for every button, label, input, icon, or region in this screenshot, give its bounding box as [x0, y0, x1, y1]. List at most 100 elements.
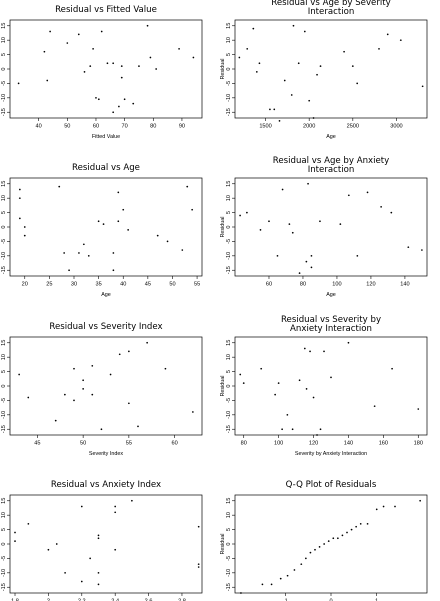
y-tick-label: -15: [226, 583, 232, 591]
data-point: [91, 364, 94, 367]
data-point: [332, 537, 335, 540]
data-point: [347, 194, 350, 197]
data-point: [270, 583, 273, 586]
data-point: [100, 30, 103, 33]
data-point: [178, 47, 180, 50]
data-point: [407, 246, 410, 249]
y-tick-label: 0: [1, 67, 7, 70]
x-tick-label: 140: [344, 441, 353, 447]
x-axis-label: Age: [326, 292, 336, 298]
data-point: [132, 102, 135, 105]
x-tick-label: 55: [126, 441, 132, 447]
data-point: [146, 24, 149, 27]
x-tick-label: 60: [171, 441, 177, 447]
data-point: [18, 188, 21, 191]
data-point: [281, 428, 283, 431]
data-point: [54, 419, 57, 422]
y-tick-label: 10: [1, 354, 7, 360]
data-point: [305, 557, 307, 560]
data-point: [303, 347, 306, 350]
data-point: [382, 505, 385, 508]
data-point: [391, 367, 393, 370]
x-axis-label: Age: [101, 292, 111, 298]
y-tick-label: 0: [226, 542, 232, 545]
y-tick-label: -15: [1, 425, 7, 433]
y-tick-label: 0: [226, 384, 232, 387]
data-point: [337, 537, 339, 540]
y-tick-label: -5: [226, 81, 232, 86]
data-point: [197, 566, 200, 568]
data-point: [312, 396, 315, 399]
data-point: [47, 548, 50, 551]
data-point: [120, 76, 123, 79]
data-point: [314, 548, 316, 551]
data-point: [323, 350, 325, 353]
data-point: [127, 229, 130, 231]
y-tick-label: -10: [226, 411, 232, 419]
data-point: [23, 226, 26, 228]
data-point: [394, 505, 396, 508]
chart-panel-8: Q-Q Plot of Residuals-101-15-10-5051015N…: [220, 480, 428, 601]
y-tick-label: 15: [226, 181, 232, 187]
x-tick-label: 90: [179, 124, 185, 130]
x-tick-label: 50: [169, 282, 175, 288]
data-point: [49, 30, 51, 33]
data-point: [421, 249, 423, 251]
data-point: [112, 111, 115, 114]
data-point: [131, 499, 133, 502]
data-point: [18, 217, 21, 220]
data-point: [89, 65, 92, 67]
data-point: [281, 188, 284, 191]
data-point: [73, 399, 75, 402]
chart-title: Residual vs Severity by Anxiety Interacti…: [281, 315, 381, 334]
data-point: [239, 373, 242, 376]
x-tick-label: 30: [71, 282, 77, 288]
chart-title: Residual vs Severity Index: [49, 322, 162, 332]
data-point: [291, 428, 294, 431]
data-point: [112, 269, 115, 272]
data-point: [323, 543, 325, 545]
data-point: [330, 376, 332, 379]
data-point: [316, 434, 318, 436]
y-tick-label: 5: [1, 53, 7, 56]
data-point: [68, 269, 70, 272]
plot-frame: [234, 19, 428, 119]
data-point: [366, 522, 369, 525]
data-point: [112, 62, 115, 65]
data-point: [283, 79, 286, 82]
y-tick-label: 15: [1, 181, 7, 187]
data-point: [298, 379, 301, 382]
data-point: [123, 98, 126, 101]
y-tick-label: 0: [226, 67, 232, 70]
data-point: [109, 373, 112, 376]
y-tick-label: 10: [1, 37, 7, 43]
data-point: [73, 367, 75, 370]
data-point: [97, 537, 100, 540]
x-tick-label: 160: [379, 441, 388, 447]
y-tick-label: -15: [226, 425, 232, 433]
x-tick-label: 100: [274, 441, 283, 447]
data-point: [350, 528, 353, 531]
data-point: [66, 42, 69, 44]
y-tick-label: 15: [226, 23, 232, 29]
x-tick-label: 0: [329, 599, 332, 601]
y-tick-label: 0: [1, 384, 7, 387]
x-tick-label: 180: [414, 441, 423, 447]
data-point: [318, 546, 321, 548]
x-tick-label: 2.6: [145, 599, 153, 601]
data-point: [18, 373, 20, 376]
x-axis-label: Severity by Anxiety Interaction: [295, 451, 367, 457]
data-point: [347, 341, 350, 344]
y-tick-label: -10: [226, 94, 232, 102]
y-tick-label: -15: [226, 108, 232, 116]
data-point: [278, 120, 281, 122]
data-point: [64, 393, 66, 396]
data-point: [191, 208, 194, 211]
data-point: [17, 82, 20, 85]
y-tick-label: -10: [1, 569, 7, 577]
data-point: [128, 350, 130, 353]
x-tick-label: 80: [150, 124, 156, 130]
data-point: [197, 563, 200, 566]
data-point: [252, 27, 255, 30]
